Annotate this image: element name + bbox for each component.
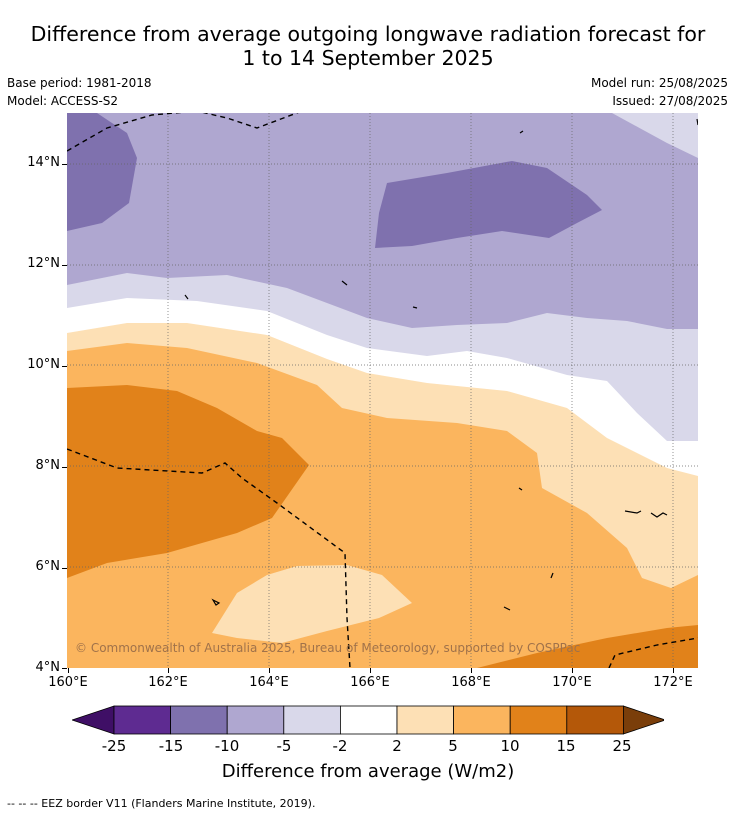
colorbar-label: 15 [556, 737, 576, 755]
band-2-5-south-pocket [212, 565, 412, 643]
title-line-2: 1 to 14 September 2025 [242, 46, 494, 70]
band-minus15-minus10-n [375, 161, 602, 248]
lon-tickmark [471, 668, 472, 673]
colorbar-swatch [226, 705, 285, 735]
copyright-notice: © Commonwealth of Australia 2025, Bureau… [75, 641, 581, 655]
colorbar-swatch [509, 705, 568, 735]
lon-tickmark [673, 668, 674, 673]
colorbar-label: 25 [612, 737, 632, 755]
colorbar-swatch [339, 705, 398, 735]
lon-tickmark [370, 668, 371, 673]
colorbar-label: -2 [332, 737, 348, 755]
lat-tickmark [62, 164, 67, 165]
meta-left: Base period: 1981-2018 Model: ACCESS-S2 [7, 74, 152, 110]
colorbar-swatch [283, 705, 341, 735]
lon-tick-172e: 172°E [653, 675, 693, 690]
colorbar-label: 2 [392, 737, 402, 755]
model-run: Model run: 25/08/2025 [590, 76, 728, 90]
lat-tick-8n: 8°N [35, 458, 61, 473]
islands [184, 118, 698, 611]
map-contours [67, 113, 698, 668]
colorbar [72, 705, 664, 735]
lon-tick-160e: 160°E [48, 675, 88, 690]
lon-tickmark [68, 668, 69, 673]
colorbar-title: Difference from average (W/m2) [221, 761, 515, 782]
map-area [67, 113, 698, 668]
lat-tickmark [62, 568, 67, 569]
lon-tickmark [269, 668, 270, 673]
lon-tickmark [572, 668, 573, 673]
lat-tick-14n: 14°N [27, 155, 60, 170]
colorbar-arrow-low [72, 705, 115, 735]
lon-tickmark [168, 668, 169, 673]
colorbar-swatch [113, 705, 171, 735]
map-title: Difference from average outgoing longwav… [0, 22, 736, 70]
lat-tickmark [62, 265, 67, 266]
lat-tickmark [62, 668, 67, 669]
lon-tick-164e: 164°E [249, 675, 289, 690]
lon-tick-168e: 168°E [451, 675, 491, 690]
graticule [67, 113, 698, 668]
colorbar-swatch [170, 705, 228, 735]
lat-tick-6n: 6°N [35, 559, 61, 574]
colorbar-label: -10 [214, 737, 240, 755]
eez-footnote: -- -- -- EEZ border V11 (Flanders Marine… [7, 797, 316, 810]
eez-borders [67, 113, 698, 668]
band-10-15-southeast [477, 625, 698, 668]
issued-date: Issued: 27/08/2025 [612, 94, 728, 108]
colorbar-label: 5 [448, 737, 458, 755]
lon-tick-170e: 170°E [552, 675, 592, 690]
colorbar-label: 10 [500, 737, 520, 755]
lat-tick-10n: 10°N [27, 357, 60, 372]
title-line-1: Difference from average outgoing longwav… [30, 22, 706, 46]
lat-tick-4n: 4°N [35, 660, 61, 675]
lon-tick-162e: 162°E [148, 675, 188, 690]
meta-right: Model run: 25/08/2025 Issued: 27/08/2025 [591, 74, 728, 110]
lat-tickmark [62, 366, 67, 367]
colorbar-label: -5 [276, 737, 292, 755]
band-minus5-minus2-ne [612, 113, 698, 158]
colorbar-swatch [396, 705, 454, 735]
lat-tick-12n: 12°N [27, 256, 60, 271]
colorbar-swatch [566, 705, 624, 735]
colorbar-swatch [453, 705, 511, 735]
colorbar-swatches [72, 705, 664, 735]
band-10-15-west [67, 385, 309, 578]
colorbar-label: -15 [158, 737, 184, 755]
lat-tickmark [62, 467, 67, 468]
colorbar-label: -25 [101, 737, 127, 755]
base-period: Base period: 1981-2018 [7, 76, 152, 90]
colorbar-arrow-high [623, 705, 664, 735]
model-name: Model: ACCESS-S2 [7, 94, 119, 108]
lon-tick-166e: 166°E [350, 675, 390, 690]
band-minus15-minus10-nw [67, 113, 137, 231]
